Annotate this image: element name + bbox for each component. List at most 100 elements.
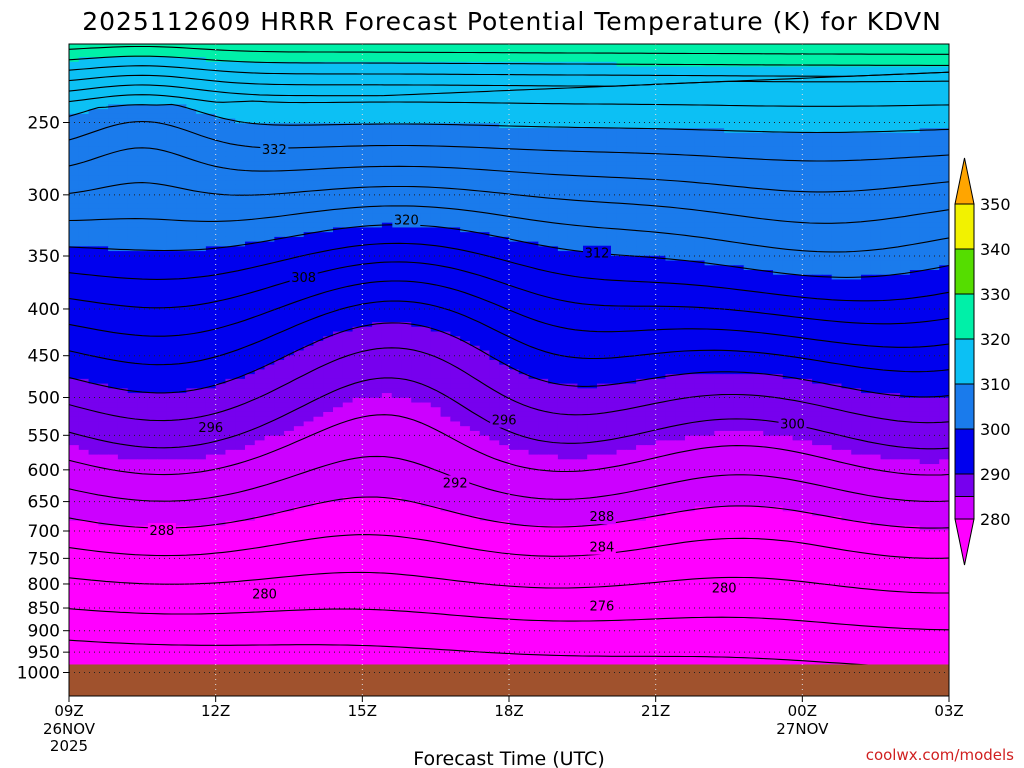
field-cell [577,113,588,120]
field-cell [147,52,158,58]
field-cell [861,217,872,224]
field-cell [343,38,353,43]
field-cell [733,217,745,224]
field-cell [831,199,843,205]
field-cell [127,161,139,167]
field-cell [821,132,833,139]
field-cell [245,146,256,153]
field-cell [157,71,168,77]
field-cell [655,274,667,281]
field-cell [489,113,500,120]
field-cell [274,208,285,214]
field-cell [157,104,168,110]
field-cell [694,151,706,158]
field-cell [841,165,852,172]
field-cell [558,38,568,43]
field-cell [841,189,852,195]
field-cell [518,232,530,238]
field-cell [665,165,676,172]
field-cell [108,236,119,243]
field-cell [821,137,833,143]
field-cell [78,236,90,243]
field-cell [567,128,579,134]
field-cell [704,189,715,195]
field-cell [743,279,755,285]
field-cell [870,61,882,68]
field-cell [88,66,99,72]
field-cell [421,104,432,110]
field-cell [294,38,304,43]
field-cell [548,184,559,191]
field-cell [528,66,539,72]
field-cell [900,90,911,96]
field-cell [538,189,549,195]
field-cell [861,270,872,276]
field-cell [675,128,686,134]
field-cell [645,66,657,72]
field-cell [225,94,236,101]
field-cell [352,156,363,162]
field-cell [841,213,852,219]
field-cell [733,241,745,247]
field-cell [919,52,931,58]
field-cell [929,170,940,176]
field-cell [166,203,178,210]
field-cell [616,274,627,281]
field-cell [176,118,187,124]
field-cell [166,232,178,238]
field-cell [861,137,872,143]
field-cell [245,123,256,129]
field-cell [303,189,315,195]
field-cell [704,75,715,82]
field-cell [587,236,598,243]
field-cell [890,251,901,257]
field-cell [450,217,461,224]
field-cell [147,217,158,224]
field-cell [694,44,706,49]
field-cell [763,274,774,281]
field-cell [919,170,931,176]
field-cell [284,132,295,139]
field-cell [518,90,530,96]
field-cell [411,109,422,115]
field-cell [782,265,794,271]
field-cell [117,241,129,247]
field-cell [851,236,862,243]
field-cell [841,199,852,205]
field-cell [342,241,354,247]
field-cell [518,222,530,229]
field-cell [411,142,422,148]
field-cell [616,270,627,276]
field-cell [166,52,178,58]
field-cell [342,132,354,139]
field-cell [166,213,178,219]
field-cell [557,260,569,266]
field-cell [186,123,197,129]
field-cell [782,109,794,115]
field-cell [724,151,735,158]
field-cell [186,44,197,49]
field-cell [724,71,735,77]
field-cell [636,137,647,143]
field-cell [509,274,520,281]
field-cell [557,123,569,129]
field-cell [98,132,109,139]
field-cell [450,274,461,281]
field-cell [831,156,843,162]
field-cell [645,180,657,186]
field-cell [117,104,129,110]
field-cell [391,90,403,96]
field-cell [489,274,500,281]
field-cell [665,260,676,266]
field-cell [557,99,569,105]
field-cell [362,66,373,72]
field-cell [528,99,539,105]
field-cell [372,161,383,167]
field-cell [714,255,725,262]
field-cell [880,236,891,243]
field-cell [342,44,354,49]
field-cell [861,57,872,63]
field-cell [264,270,275,276]
field-cell [88,90,99,96]
field-cell [773,208,784,214]
